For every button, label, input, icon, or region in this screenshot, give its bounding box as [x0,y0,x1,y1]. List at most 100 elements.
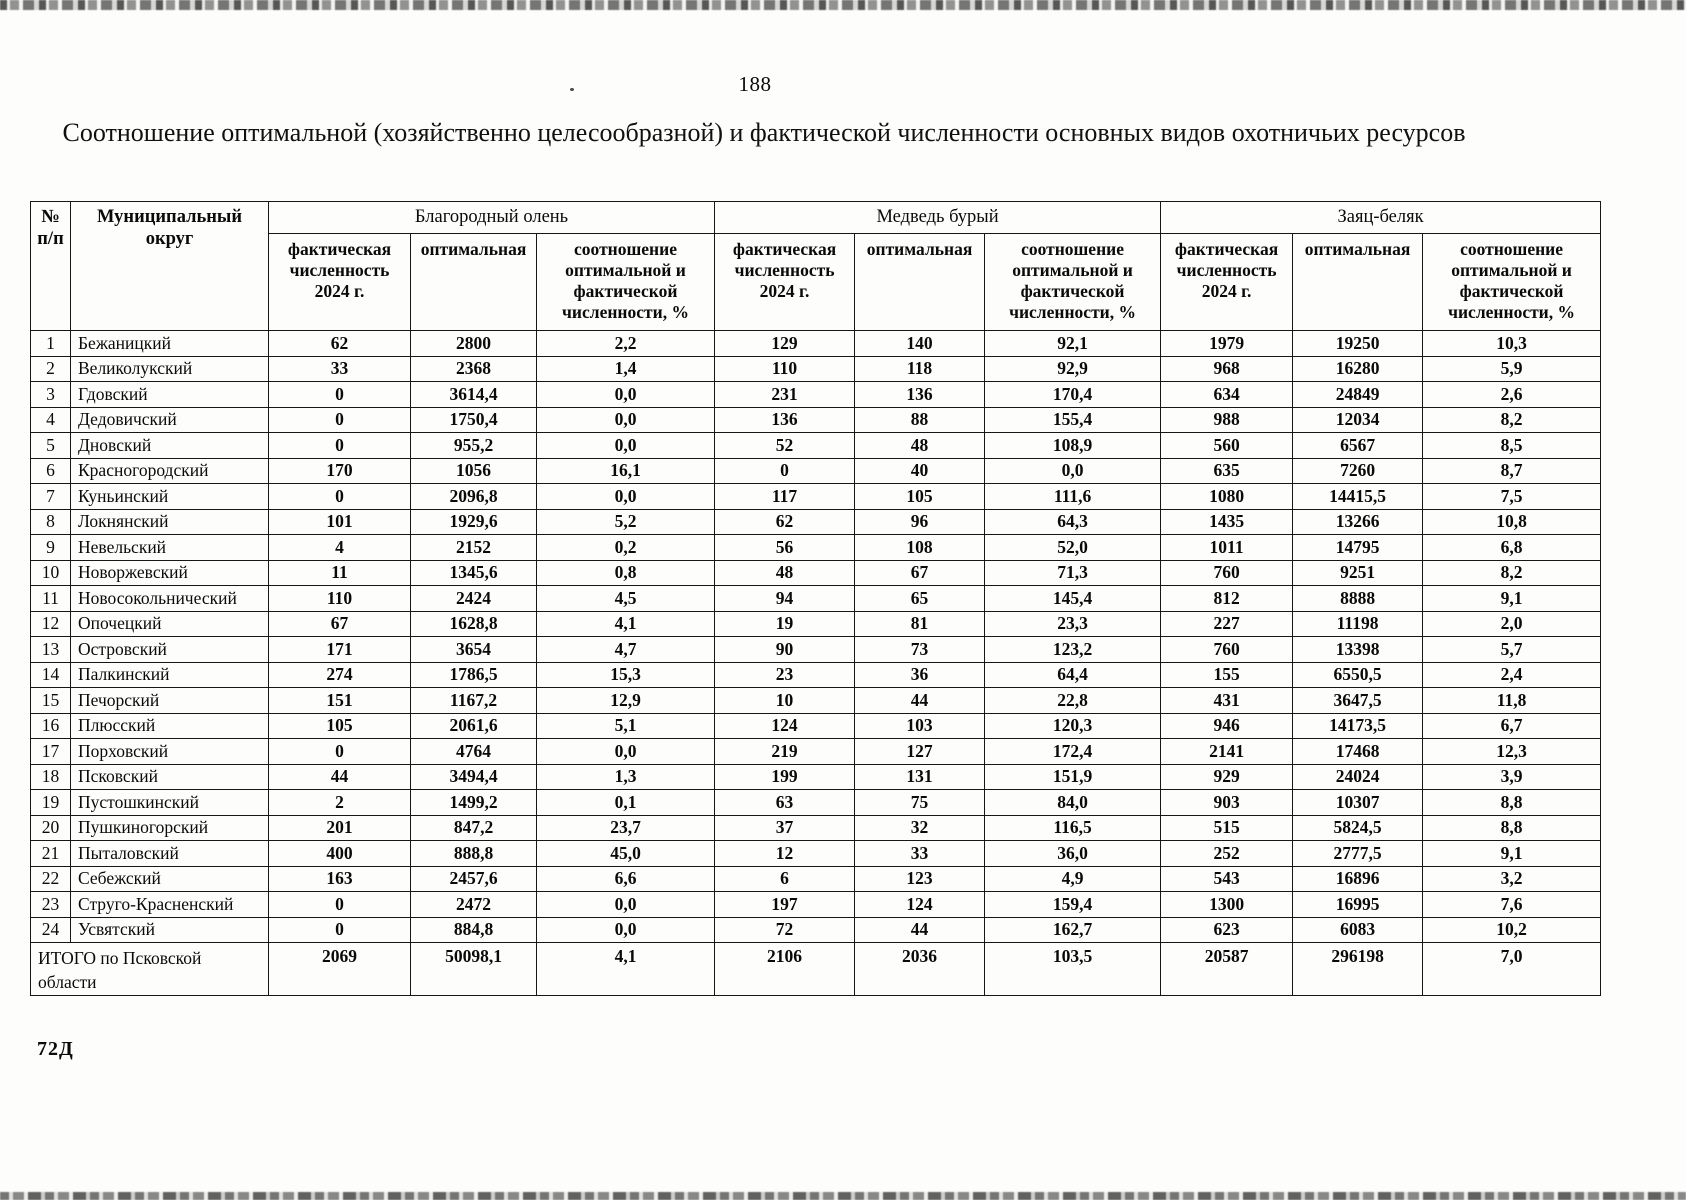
total-value: 7,0 [1422,942,1602,996]
cell-value: 37 [714,814,856,841]
table-row: 14 Палкинский 274 1786,5 15,3 23 36 64,4 155 6550… [30,661,1602,688]
cell-value: 23,3 [984,610,1162,637]
cell-value: 1300 [1160,891,1294,918]
cell-value: 2 [268,789,411,816]
cell-value: 163 [268,865,411,892]
table-row: 7 Куньинский 0 2096,8 0,0 117 105 111,6 1080 1441… [30,483,1602,510]
row-number: 1 [30,330,71,357]
row-number: 23 [30,891,71,918]
cell-value: 124 [854,891,986,918]
cell-value: 84,0 [984,789,1162,816]
cell-value: 0,8 [535,559,716,586]
cell-value: 23,7 [535,814,716,841]
cell-value: 227 [1160,610,1294,637]
cell-value: 955,2 [410,432,537,459]
municipality-name: Новоржевский [70,559,269,586]
cell-value: 431 [1160,687,1294,714]
cell-value: 6550,5 [1292,661,1424,688]
cell-value: 634 [1160,381,1294,408]
cell-value: 3647,5 [1292,687,1424,714]
row-number: 15 [30,687,71,714]
cell-value: 155,4 [984,406,1162,433]
cell-value: 124 [714,712,856,739]
cell-value: 946 [1160,712,1294,739]
cell-value: 11 [268,559,411,586]
total-value: 4,1 [535,942,716,996]
cell-value: 4,5 [535,585,716,612]
subheader-deer-ratio: соотношение оптимальной и фактической чи… [535,233,716,331]
cell-value: 10,8 [1422,508,1602,535]
cell-value: 72 [714,916,856,943]
cell-value: 33 [268,355,411,382]
table-row: 6 Красногородский 170 1056 16,1 0 40 0,0 635 7260… [30,457,1602,484]
cell-value: 105 [268,712,411,739]
total-value: 2069 [268,942,411,996]
cell-value: 13266 [1292,508,1424,535]
cell-value: 23 [714,661,856,688]
cell-value: 12,3 [1422,738,1602,765]
row-number: 10 [30,559,71,586]
total-value: 20587 [1160,942,1294,996]
cell-value: 67 [268,610,411,637]
cell-value: 3,9 [1422,763,1602,790]
municipality-name: Дедовичский [70,406,269,433]
cell-value: 131 [854,763,986,790]
municipality-name: Струго-Красненский [70,891,269,918]
cell-value: 11198 [1292,610,1424,637]
cell-value: 400 [268,840,411,867]
cell-value: 8,5 [1422,432,1602,459]
subheader-hare-actual: фактическая численность 2024 г. [1160,233,1294,331]
municipality-name: Усвятский [70,916,269,943]
cell-value: 65 [854,585,986,612]
cell-value: 6083 [1292,916,1424,943]
cell-value: 2061,6 [410,712,537,739]
row-number: 19 [30,789,71,816]
cell-value: 1,4 [535,355,716,382]
cell-value: 543 [1160,865,1294,892]
cell-value: 884,8 [410,916,537,943]
cell-value: 123 [854,865,986,892]
cell-value: 64,4 [984,661,1162,688]
cell-value: 1011 [1160,534,1294,561]
cell-value: 15,3 [535,661,716,688]
cell-value: 44 [854,687,986,714]
table-row: 1 Бежаницкий 62 2800 2,2 129 140 92,1 1979 19250 1… [30,330,1602,357]
cell-value: 151 [268,687,411,714]
cell-value: 105 [854,483,986,510]
cell-value: 120,3 [984,712,1162,739]
cell-value: 560 [1160,432,1294,459]
cell-value: 8888 [1292,585,1424,612]
cell-value: 6,8 [1422,534,1602,561]
municipality-name: Порховский [70,738,269,765]
cell-value: 274 [268,661,411,688]
cell-value: 110 [268,585,411,612]
scan-noise-top [0,0,1686,10]
cell-value: 108,9 [984,432,1162,459]
cell-value: 16,1 [535,457,716,484]
table-body: 1 Бежаницкий 62 2800 2,2 129 140 92,1 1979 19250 1… [30,330,1602,996]
scan-noise-bottom [0,1192,1686,1200]
cell-value: 67 [854,559,986,586]
cell-value: 968 [1160,355,1294,382]
cell-value: 2368 [410,355,537,382]
subheader-bear-ratio: соотношение оптимальной и фактической чи… [984,233,1162,331]
cell-value: 48 [854,432,986,459]
cell-value: 903 [1160,789,1294,816]
cell-value: 170 [268,457,411,484]
table-row: 21 Пыталовский 400 888,8 45,0 12 33 36,0 252 2777… [30,840,1602,867]
cell-value: 0 [268,432,411,459]
cell-value: 9,1 [1422,585,1602,612]
cell-value: 123,2 [984,636,1162,663]
header-municipality: Муниципальный округ [70,201,269,331]
cell-value: 515 [1160,814,1294,841]
cell-value: 0,0 [535,483,716,510]
cell-value: 111,6 [984,483,1162,510]
municipality-name: Бежаницкий [70,330,269,357]
municipality-name: Пустошкинский [70,789,269,816]
row-number: 13 [30,636,71,663]
cell-value: 52 [714,432,856,459]
cell-value: 44 [268,763,411,790]
group-header-hare: Заяц-беляк [1160,201,1602,234]
row-number: 6 [30,457,71,484]
table-row: 18 Псковский 44 3494,4 1,3 199 131 151,9 929 2402… [30,763,1602,790]
